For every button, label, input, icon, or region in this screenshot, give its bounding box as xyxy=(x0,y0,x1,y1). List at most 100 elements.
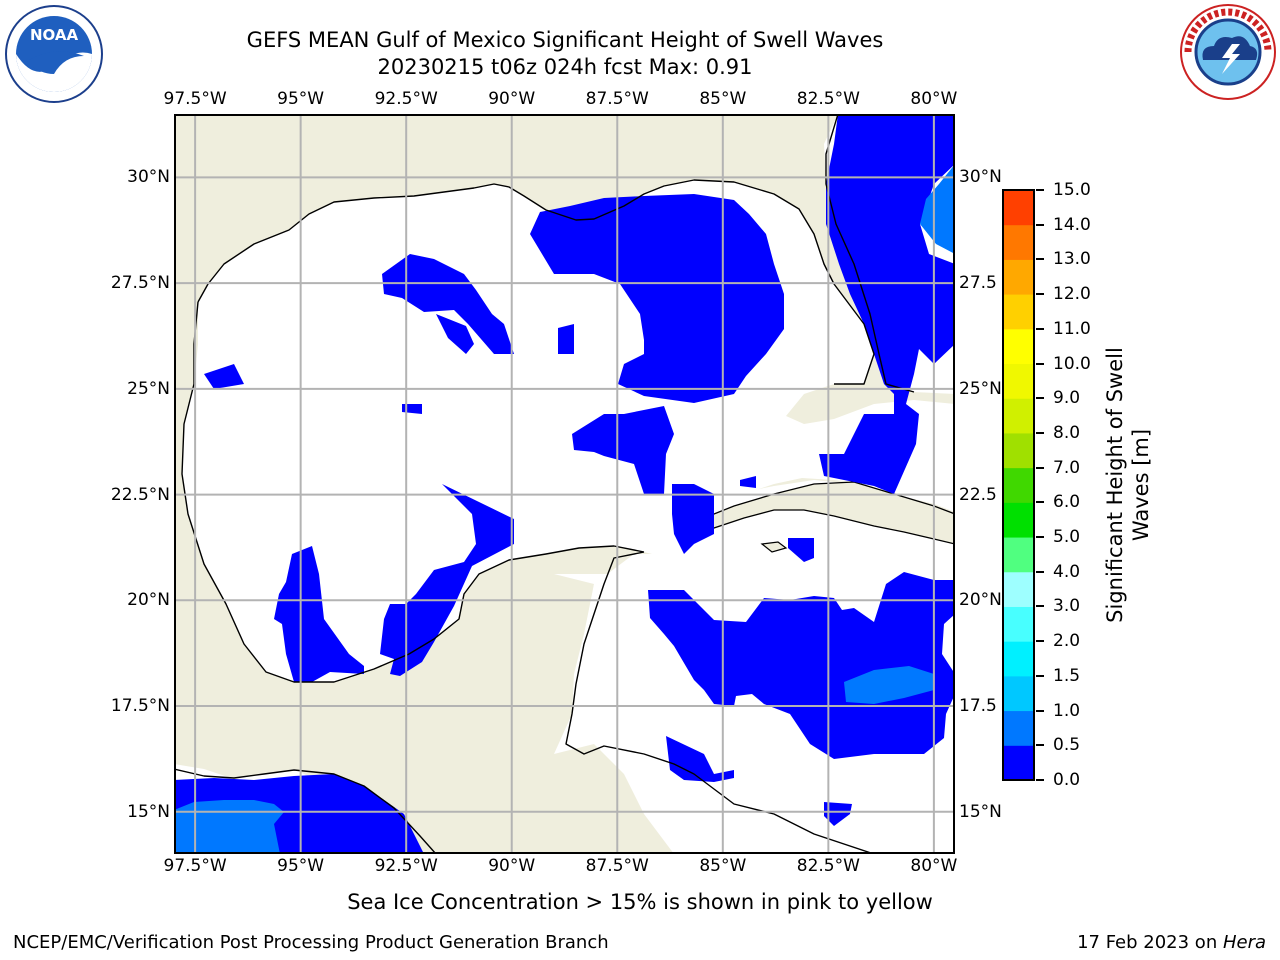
colorbar-tick-mark xyxy=(1036,466,1044,469)
lon-label-top: 92.5°W xyxy=(374,89,438,109)
jamaica xyxy=(760,541,788,553)
lon-label-bottom: 90°W xyxy=(488,856,536,876)
lat-label-right: 27.5 xyxy=(959,273,997,294)
lon-label-bottom: 87.5°W xyxy=(585,856,649,876)
colorbar-tick-mark xyxy=(1036,536,1044,539)
lon-label-top: 82.5°W xyxy=(796,89,860,109)
lon-label-top: 85°W xyxy=(699,89,747,109)
lon-label-top: 95°W xyxy=(277,89,325,109)
colorbar-tick-label: 15.0 xyxy=(1053,180,1091,200)
lon-label-top: 90°W xyxy=(488,89,536,109)
gulf-map xyxy=(174,114,955,854)
lat-label-right: 30°N xyxy=(959,167,1002,188)
footer-date: 17 Feb 2023 on Hera xyxy=(1077,932,1266,953)
colorbar-label-line1: Significant Height of Swell xyxy=(1103,347,1127,623)
noaa-logo: NOAA xyxy=(4,4,104,104)
colorbar-tick-mark xyxy=(1036,223,1044,226)
colorbar-tick-label: 3.0 xyxy=(1053,596,1081,617)
lon-label-bottom: 97.5°W xyxy=(163,856,227,876)
coastline xyxy=(174,114,915,854)
lat-label-left: 22.5°N xyxy=(110,484,170,505)
colorbar-tick-mark xyxy=(1036,258,1044,261)
colorbar-tick-label: 12.0 xyxy=(1053,284,1091,305)
lon-label-bottom: 80°W xyxy=(910,856,958,876)
colorbar-tick-mark xyxy=(1036,640,1044,643)
colorbar-tick-label: 2.0 xyxy=(1053,631,1081,652)
lat-label-left: 25°N xyxy=(127,378,170,399)
colorbar-segment xyxy=(1003,294,1034,330)
lon-label-bottom: 95°W xyxy=(277,856,325,876)
colorbar-segment xyxy=(1003,537,1034,573)
footer-machine: Hera xyxy=(1222,932,1266,953)
graticule xyxy=(174,114,955,854)
colorbar-tick-mark xyxy=(1036,709,1044,712)
colorbar-segment xyxy=(1003,259,1034,295)
colorbar-segment xyxy=(1003,571,1034,607)
lat-label-right: 22.5 xyxy=(959,484,997,505)
lat-label-left: 30°N xyxy=(127,167,170,188)
colorbar-tick-label: 13.0 xyxy=(1053,249,1091,270)
lon-label-top: 97.5°W xyxy=(163,89,227,109)
colorbar-segment xyxy=(1003,467,1034,503)
colorbar-tick-mark xyxy=(1036,779,1044,781)
lat-label-left: 20°N xyxy=(127,590,170,611)
nws-logo xyxy=(1178,2,1278,102)
colorbar-segment xyxy=(1003,224,1034,260)
colorbar-tick-mark xyxy=(1036,293,1044,296)
colorbar-label-line2: Waves [m] xyxy=(1129,428,1153,542)
colorbar-segment xyxy=(1003,502,1034,538)
lat-label-right: 20°N xyxy=(959,590,1002,611)
swell-layer-mid xyxy=(174,164,955,854)
colorbar-frame xyxy=(1002,189,1035,781)
footer-date-text: 17 Feb 2023 on xyxy=(1077,932,1223,953)
colorbar-tick-mark xyxy=(1036,189,1044,191)
colorbar-tick-label: 10.0 xyxy=(1053,353,1091,374)
colorbar-segment xyxy=(1003,606,1034,642)
colorbar-tick-label: 5.0 xyxy=(1053,527,1081,548)
colorbar-segment xyxy=(1003,328,1034,365)
colorbar-tick-label: 14.0 xyxy=(1053,214,1091,235)
colorbar-tick-mark xyxy=(1036,744,1044,747)
map-frame xyxy=(174,114,955,854)
footer-org: NCEP/EMC/Verification Post Processing Pr… xyxy=(13,932,609,953)
colorbar-tick-label: 1.5 xyxy=(1053,665,1081,686)
lat-label-right: 25°N xyxy=(959,378,1002,399)
lon-label-top: 87.5°W xyxy=(585,89,649,109)
colorbar-tick-label: 9.0 xyxy=(1053,388,1081,409)
colorbar-tick-mark xyxy=(1036,327,1044,330)
colorbar-segment xyxy=(1003,398,1034,434)
colorbar-tick-mark xyxy=(1036,431,1044,434)
colorbar-segment xyxy=(1003,641,1034,677)
colorbar-tick-mark xyxy=(1036,397,1044,400)
colorbar-tick-label: 0.5 xyxy=(1053,735,1081,756)
colorbar-tick-label: 11.0 xyxy=(1053,318,1091,339)
sea-ice-note: Sea Ice Concentration > 15% is shown in … xyxy=(347,890,933,914)
lon-label-bottom: 92.5°W xyxy=(374,856,438,876)
colorbar-tick-mark xyxy=(1036,674,1044,677)
colorbar-tick-mark xyxy=(1036,570,1044,573)
colorbar-tick-label: 1.0 xyxy=(1053,700,1081,721)
chart-title: GEFS MEAN Gulf of Mexico Significant Hei… xyxy=(246,28,884,52)
colorbar-segment xyxy=(1003,710,1034,746)
colorbar xyxy=(1002,189,1035,781)
lon-label-top: 80°W xyxy=(910,89,958,109)
colorbar-segment xyxy=(1003,675,1034,712)
colorbar-tick-mark xyxy=(1036,362,1044,365)
swell-layer-low xyxy=(174,114,955,854)
lat-label-right: 17.5 xyxy=(959,696,997,716)
lat-label-right: 15°N xyxy=(959,801,1002,822)
colorbar-segment xyxy=(1003,745,1034,781)
lat-label-left: 17.5°N xyxy=(110,696,170,716)
colorbar-segment xyxy=(1003,190,1034,226)
chart-subtitle: 20230215 t06z 024h fcst Max: 0.91 xyxy=(377,55,753,79)
colorbar-tick-label: 6.0 xyxy=(1053,492,1081,513)
noaa-logo-text: NOAA xyxy=(30,26,79,44)
lat-label-left: 15°N xyxy=(127,801,170,822)
colorbar-segment xyxy=(1003,432,1034,469)
colorbar-tick-label: 0.0 xyxy=(1053,770,1081,790)
lon-label-bottom: 82.5°W xyxy=(796,856,860,876)
colorbar-tick-mark xyxy=(1036,501,1044,504)
colorbar-segment xyxy=(1003,363,1034,399)
colorbar-tick-label: 7.0 xyxy=(1053,457,1081,478)
colorbar-tick-label: 8.0 xyxy=(1053,422,1081,443)
